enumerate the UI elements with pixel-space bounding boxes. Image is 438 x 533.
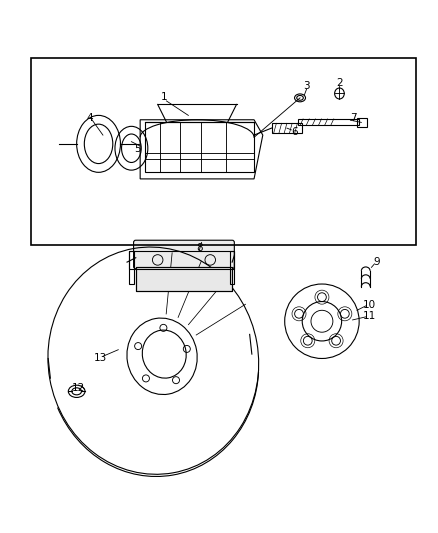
Bar [230, 251, 234, 284]
Bar [298, 119, 359, 125]
Text: 2: 2 [336, 78, 343, 88]
Text: 9: 9 [373, 257, 380, 266]
Text: 12: 12 [72, 383, 85, 393]
Bar [136, 266, 232, 290]
Text: 8: 8 [196, 243, 203, 253]
Bar [272, 123, 302, 133]
Bar [136, 266, 232, 290]
Text: 11: 11 [363, 311, 376, 320]
Bar [129, 251, 234, 269]
Text: 5: 5 [134, 144, 141, 154]
Bar [145, 122, 254, 172]
Bar [129, 251, 134, 284]
Text: 4: 4 [86, 112, 93, 123]
Text: 6: 6 [291, 127, 298, 137]
Text: 13: 13 [94, 353, 107, 363]
Bar [357, 118, 367, 127]
Text: 3: 3 [303, 80, 310, 91]
Text: 10: 10 [363, 300, 376, 310]
Text: 1: 1 [161, 92, 168, 102]
FancyBboxPatch shape [134, 240, 234, 269]
Text: 7: 7 [350, 112, 357, 123]
Bar [31, 59, 416, 245]
